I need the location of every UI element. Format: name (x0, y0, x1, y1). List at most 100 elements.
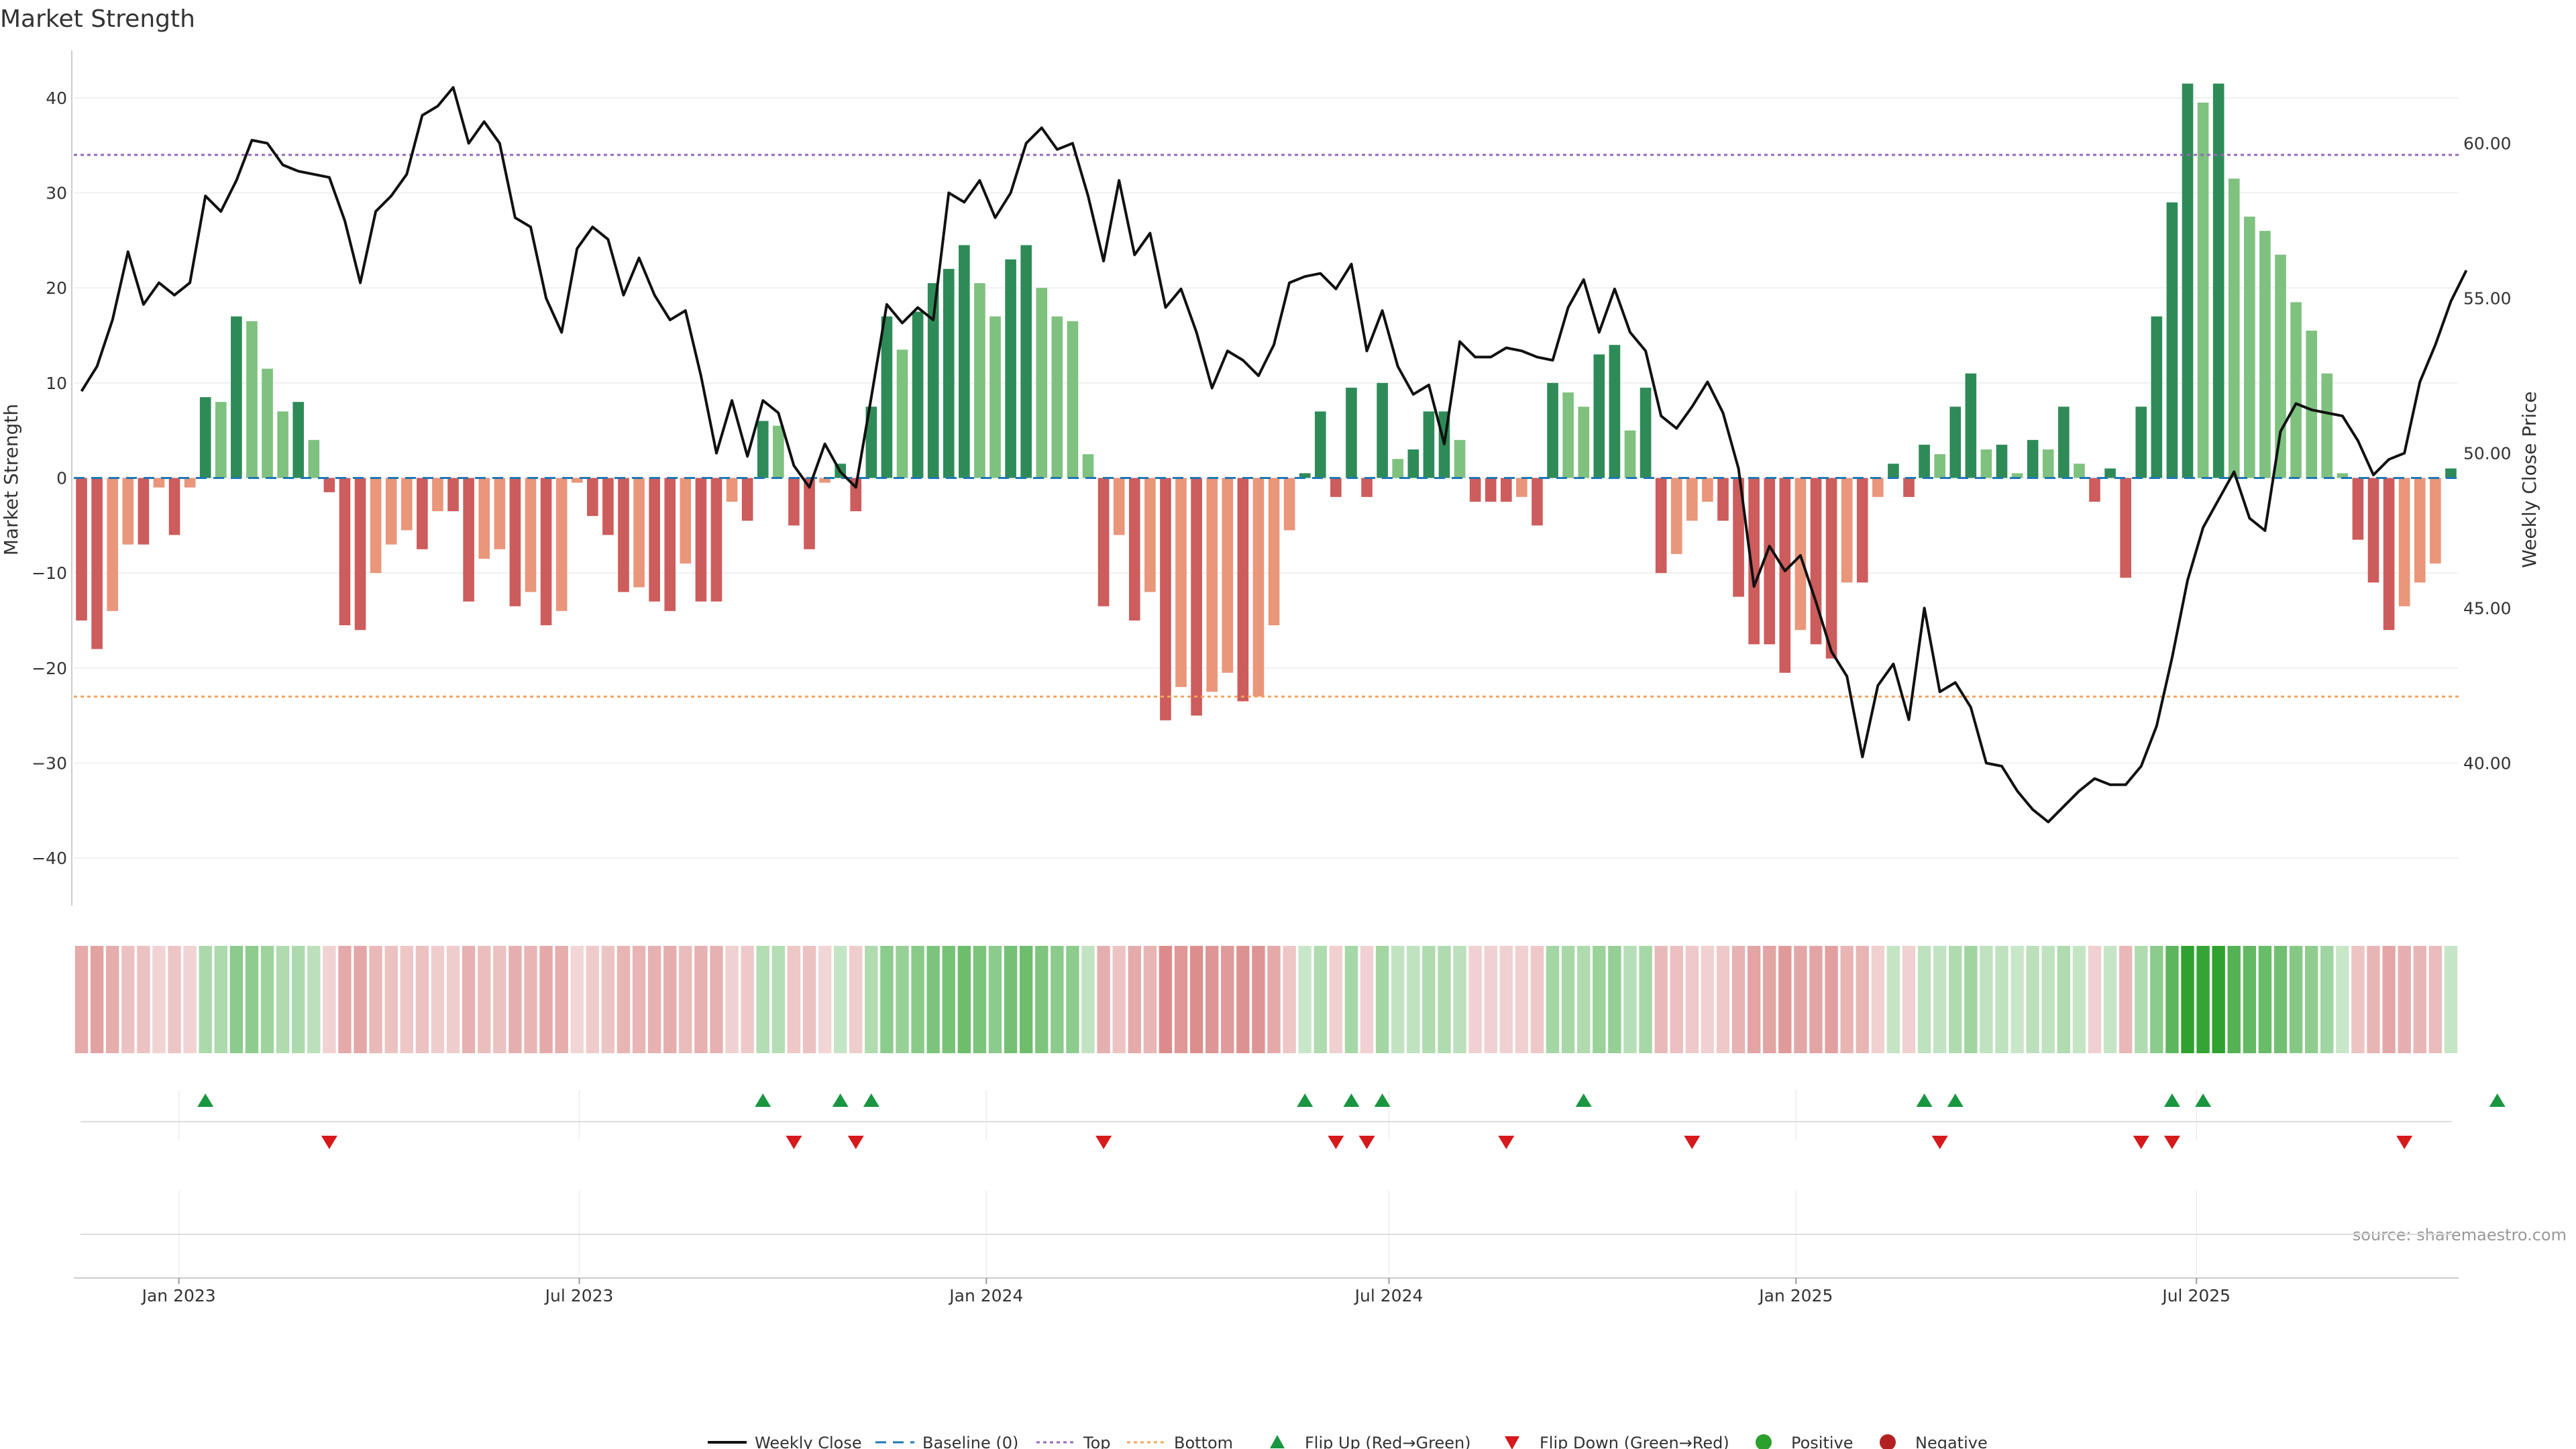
strength-bar (618, 478, 629, 592)
strength-bar (664, 478, 676, 611)
heat-cell (1747, 946, 1761, 1053)
heat-cell (756, 946, 769, 1053)
heat-cell (1902, 946, 1916, 1053)
strength-bar (959, 245, 970, 478)
strength-bar (1020, 245, 1032, 478)
strength-bar (587, 478, 598, 517)
heat-cell (1980, 946, 1993, 1053)
heat-cell (1499, 946, 1513, 1053)
heat-cell (2305, 946, 2318, 1053)
strength-bar (122, 478, 134, 545)
strength-bar (927, 283, 939, 478)
strength-bar (1655, 478, 1667, 574)
heat-cell (2428, 946, 2443, 1053)
legend-item: Bottom (1127, 1434, 1233, 1449)
strength-bar (2352, 478, 2364, 540)
legend-tri-up-swatch (1270, 1435, 1285, 1448)
strength-bar (2445, 468, 2457, 478)
strength-bar (1500, 478, 1512, 502)
heat-cell (168, 946, 181, 1053)
flip-down-marker (1498, 1136, 1515, 1149)
y-right-tick-label: 55.00 (2463, 289, 2512, 309)
heat-cell (2135, 946, 2148, 1053)
heat-cell (2041, 946, 2055, 1053)
y-left-tick-label: −20 (32, 659, 67, 678)
strength-bar (1949, 407, 1962, 478)
x-tick-label: Jan 2023 (141, 1286, 216, 1305)
flip-up-marker (863, 1093, 879, 1107)
heat-cell (1159, 946, 1173, 1053)
flip-up-marker (1575, 1093, 1592, 1107)
strength-bar (1825, 478, 1837, 659)
heat-cell (323, 946, 336, 1053)
strength-bar (881, 316, 893, 478)
y-left-tick-label: 20 (46, 278, 67, 298)
strength-bar (741, 478, 753, 521)
legend: Weekly Close Baseline (0) Top Bottom Flip Up… (708, 1434, 1988, 1449)
strength-bar (385, 478, 397, 545)
flip-down-marker (2163, 1136, 2180, 1149)
strength-bar (1283, 478, 1295, 531)
heat-cell (2382, 946, 2396, 1053)
strength-bar (1175, 478, 1187, 688)
strength-bar (1160, 478, 1171, 720)
heat-cell (307, 946, 321, 1053)
strength-bar (1748, 478, 1760, 645)
heat-cell (1097, 946, 1110, 1053)
strength-bar (1532, 478, 1543, 526)
strength-bar (1469, 478, 1481, 502)
legend-item: Flip Up (Red→Green) (1270, 1434, 1471, 1449)
heat-cell (1283, 946, 1296, 1053)
heat-cell (988, 946, 1002, 1053)
heat-cell (199, 946, 212, 1053)
heat-cell (2026, 946, 2039, 1053)
heat-cell (1128, 946, 1141, 1053)
heat-cell (2181, 946, 2194, 1053)
heat-cell (2103, 946, 2117, 1053)
heat-cell (2212, 946, 2225, 1053)
strength-bar (2011, 473, 2023, 478)
heat-cell (260, 946, 274, 1053)
strength-bar (1996, 444, 2008, 478)
weekly-close-line-layer (80, 86, 2468, 824)
heat-cell (400, 946, 414, 1053)
flip-down-marker (1328, 1136, 1344, 1149)
heat-cell (2118, 946, 2133, 1053)
heat-cell (771, 946, 786, 1053)
heat-cell (818, 946, 832, 1053)
strength-bar (1686, 478, 1698, 521)
strength-bar (1252, 478, 1265, 697)
strength-bar (2398, 478, 2410, 606)
strength-bar (1856, 478, 1868, 583)
strength-bar (1717, 478, 1729, 521)
heat-cell (1066, 946, 1079, 1053)
strength-bar (478, 478, 490, 559)
reference-lines (74, 154, 2459, 698)
heat-cell (1654, 946, 1668, 1053)
heat-cell (431, 946, 445, 1053)
strength-bar (1299, 473, 1311, 478)
heat-cell (2072, 946, 2086, 1053)
right-axis-ticks: 40.00 45.00 50.00 55.00 60.00 (2463, 134, 2512, 773)
heat-cell (2320, 946, 2334, 1053)
heat-cell (616, 946, 631, 1053)
strength-bar (2337, 473, 2349, 478)
strength-bar (107, 478, 119, 611)
heat-cell (2243, 946, 2257, 1053)
heat-cell (1004, 946, 1018, 1053)
legend-label: Baseline (0) (922, 1434, 1018, 1449)
strength-bar (153, 478, 165, 488)
legend-circle-swatch (1880, 1434, 1896, 1449)
strength-bar (602, 478, 614, 535)
strength-bar (215, 402, 227, 478)
legend-label: Flip Up (Red→Green) (1305, 1434, 1471, 1449)
x-tick-label: Jan 2024 (948, 1286, 1023, 1305)
heat-cell (2196, 946, 2210, 1053)
strength-bar (1113, 478, 1125, 535)
heat-cell (973, 946, 987, 1053)
flip-down-marker (2396, 1136, 2413, 1149)
strength-bar (1965, 373, 1977, 478)
heat-cell (2150, 946, 2163, 1053)
strength-bar (1578, 407, 1590, 478)
heat-cell (2010, 946, 2024, 1053)
